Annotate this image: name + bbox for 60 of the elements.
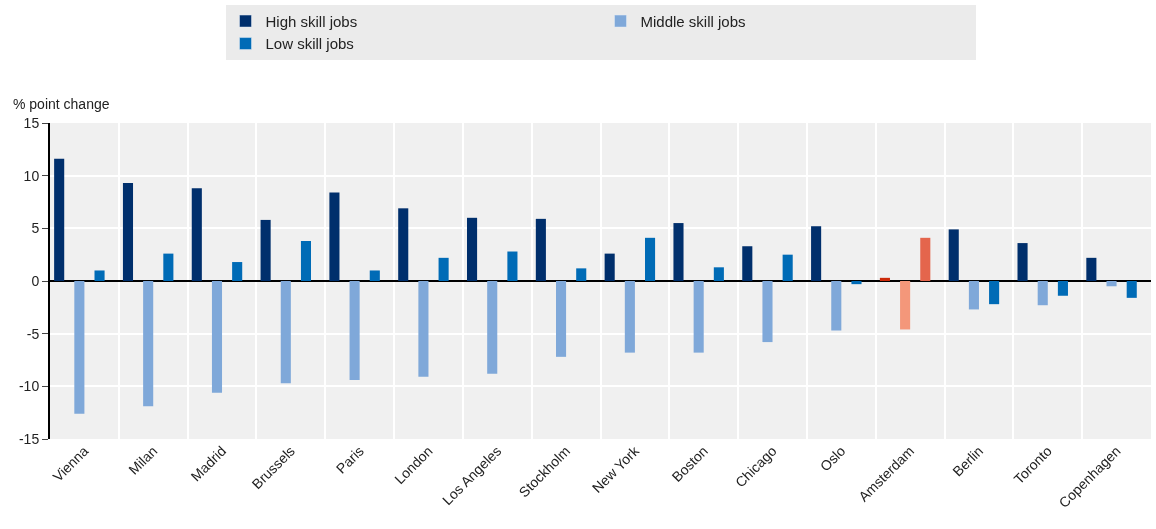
bar [851, 281, 862, 285]
bar [54, 158, 65, 281]
y-tick-label: 0 [31, 272, 40, 289]
bar [831, 281, 842, 331]
bar [94, 270, 105, 281]
bar [811, 226, 822, 281]
bar [1057, 281, 1068, 296]
bar [1037, 281, 1048, 306]
bar [624, 281, 635, 353]
bar [260, 219, 271, 281]
legend-label: Low skill jobs [265, 35, 354, 53]
bar [535, 218, 546, 281]
y-tick-label: -15 [18, 430, 40, 447]
bar [879, 277, 890, 281]
bar [693, 281, 704, 353]
bar [1126, 281, 1137, 298]
y-tick-label: 15 [23, 114, 40, 131]
y-tick-label: -5 [26, 325, 40, 342]
y-tick-label: 5 [31, 220, 40, 237]
bar [163, 253, 174, 281]
bar [369, 270, 380, 281]
bar [398, 208, 409, 281]
bar [645, 237, 656, 281]
bar [143, 281, 154, 407]
y-tick-label: 10 [23, 167, 40, 184]
bar [349, 281, 360, 381]
bar [487, 281, 498, 374]
bar [673, 223, 684, 281]
bar [920, 237, 931, 281]
legend-label: High skill jobs [265, 12, 358, 30]
bar [467, 217, 478, 281]
bar [900, 281, 911, 330]
legend-label: Middle skill jobs [640, 12, 746, 30]
y-axis-title: % point change [13, 96, 110, 112]
x-tick-label: Oslo [816, 442, 849, 475]
bar [1106, 281, 1117, 287]
bar [507, 251, 518, 281]
bar [1017, 243, 1028, 281]
bar [556, 281, 567, 357]
bar [418, 281, 429, 377]
bar [438, 257, 449, 281]
bar [762, 281, 773, 343]
y-tick-label: -10 [18, 378, 40, 395]
bar [211, 281, 223, 393]
bar [74, 281, 85, 414]
bar [1086, 257, 1097, 281]
bar [300, 240, 312, 281]
bar [191, 188, 202, 281]
bar [280, 281, 291, 384]
bar [782, 254, 793, 281]
bar [948, 229, 959, 281]
bar [329, 192, 340, 281]
bar [232, 262, 243, 281]
bar [989, 281, 1000, 305]
bar [742, 246, 753, 281]
bar [968, 281, 979, 310]
bar [122, 183, 134, 281]
bar [576, 268, 587, 281]
bar [604, 253, 615, 281]
bar [713, 267, 724, 281]
